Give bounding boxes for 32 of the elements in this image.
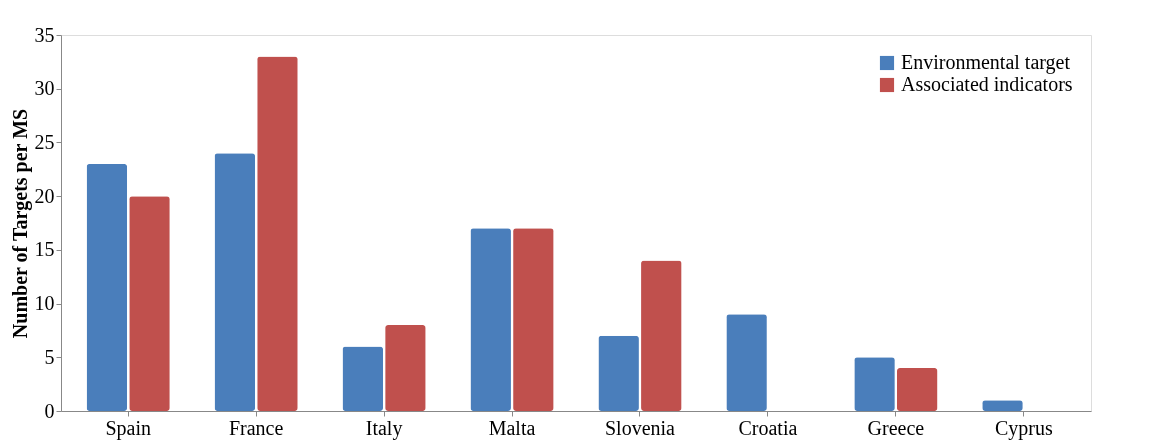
x-tick-label: Italy [365,416,403,440]
y-tick-label: 10 [34,292,55,315]
y-tick-label: 20 [34,184,55,207]
x-tick-label: Malta [488,416,536,439]
legend-label: Environmental target [901,51,1071,74]
x-tick-label: Spain [105,416,151,440]
bar [86,163,128,411]
bar [214,153,256,411]
bar [385,325,426,411]
x-tick-label: Greece [867,416,925,439]
bar [257,56,298,411]
y-tick-label: 5 [44,345,55,368]
legend-label: Associated indicators [901,73,1073,95]
x-tick-label: Slovenia [604,416,676,439]
bar [641,260,682,411]
bar [129,196,170,411]
y-tick-label: 15 [34,238,55,261]
x-tick-label: Croatia [738,416,798,439]
y-axis-title: Number of Targets per MS [8,108,32,339]
bar [342,346,384,411]
bar [470,228,511,411]
bar [513,228,554,411]
bar [854,357,895,411]
y-tick-label: 25 [34,130,55,153]
bar [598,335,639,411]
x-tick-label: France [228,416,284,439]
bar [726,314,767,411]
y-tick-label: 0 [44,399,55,422]
x-tick-label: Cyprus [994,416,1053,440]
bar [896,368,938,411]
y-tick-label: 30 [34,77,55,100]
y-tick-label: 35 [34,23,55,46]
